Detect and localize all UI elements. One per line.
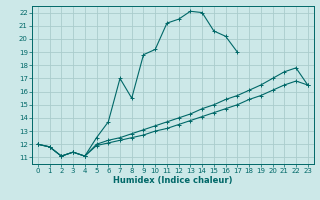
- X-axis label: Humidex (Indice chaleur): Humidex (Indice chaleur): [113, 176, 233, 185]
